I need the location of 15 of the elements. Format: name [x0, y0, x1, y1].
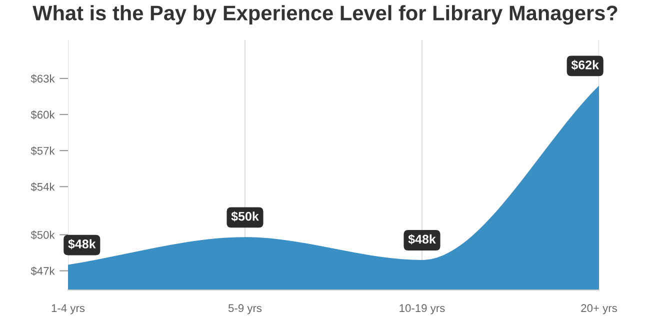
data-label: $48k	[68, 239, 96, 250]
y-tick-label: $60k	[30, 110, 55, 120]
x-tick-label: 1-4 yrs	[52, 304, 85, 314]
y-tick-label: $63k	[30, 74, 55, 84]
y-tick-label: $57k	[30, 146, 55, 156]
x-tick-label: 5-9 yrs	[228, 304, 262, 314]
chart-title: What is the Pay by Experience Level for Library Managers?	[32, 5, 618, 25]
x-tick-label: 20+ yrs	[581, 304, 617, 314]
y-tick-label: $50k	[30, 230, 55, 240]
y-tick-label: $54k	[30, 182, 55, 192]
y-tick-label: $47k	[30, 266, 55, 276]
data-label: $62k	[571, 60, 600, 70]
data-label: $48k	[408, 234, 436, 244]
x-tick-label: 10-19 yrs	[400, 304, 445, 314]
data-label: $50k	[231, 211, 259, 222]
